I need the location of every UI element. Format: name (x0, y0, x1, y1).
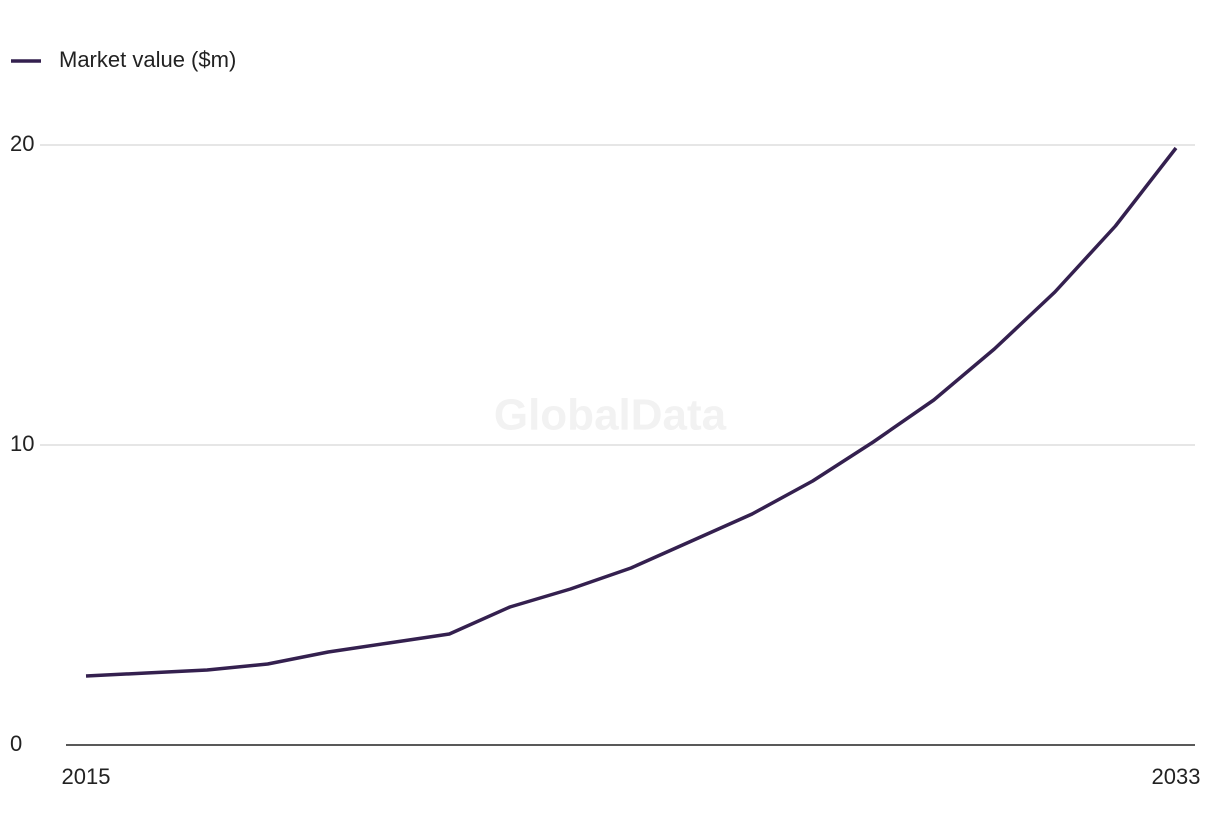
watermark: GlobalData (494, 391, 727, 440)
y-tick-label: 10 (10, 431, 34, 456)
y-tick-label: 20 (10, 131, 34, 156)
legend-label: Market value ($m) (59, 47, 236, 72)
x-tick-label: 2015 (62, 764, 111, 789)
line (85, 146, 1178, 678)
x-tick-label: 2033 (1152, 764, 1201, 789)
y-tick-label: 0 (10, 731, 22, 756)
